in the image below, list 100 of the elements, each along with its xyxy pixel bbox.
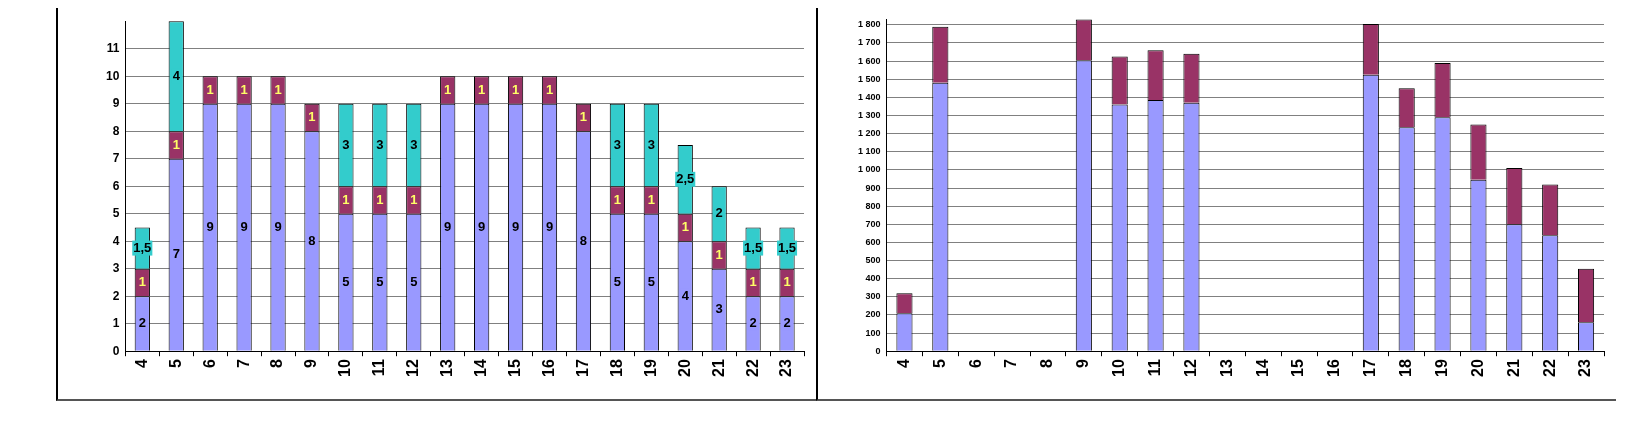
data-label: 9 bbox=[545, 218, 554, 234]
data-label: 9 bbox=[274, 218, 282, 234]
y-tick-label: 10 bbox=[105, 68, 120, 83]
data-label: 1 bbox=[545, 81, 554, 97]
data-label: 5 bbox=[376, 273, 384, 289]
data-label: 1 bbox=[681, 219, 689, 235]
y-tick-label: 4 bbox=[112, 233, 120, 248]
data-label: 5 bbox=[613, 273, 621, 289]
data-label: 3 bbox=[342, 136, 350, 152]
y-tick-label: 1 300 bbox=[857, 109, 881, 120]
data-label: 1 bbox=[511, 81, 520, 97]
data-label: 1 bbox=[138, 274, 146, 290]
y-tick-label: 9 bbox=[112, 96, 120, 111]
y-tick-label: 600 bbox=[865, 236, 881, 247]
data-label: 1 bbox=[647, 191, 655, 207]
data-label: 1 bbox=[410, 191, 418, 207]
x-tick-label: 9 bbox=[1074, 359, 1092, 369]
y-tick-label: 5 bbox=[112, 206, 120, 221]
x-tick-label: 16 bbox=[539, 359, 557, 377]
y-tick-label: 1 700 bbox=[857, 37, 881, 48]
y-tick-label: 0 bbox=[875, 345, 881, 356]
x-tick-label: 16 bbox=[1325, 359, 1343, 377]
data-label: 1 bbox=[783, 274, 791, 290]
data-label: 1 bbox=[613, 191, 621, 207]
data-label: 5 bbox=[342, 273, 350, 289]
x-tick-label: 17 bbox=[573, 359, 591, 377]
x-tick-label: 4 bbox=[894, 359, 912, 369]
data-label: 9 bbox=[444, 218, 452, 234]
x-tick-label: 11 bbox=[370, 359, 388, 377]
data-label: 3 bbox=[647, 136, 655, 152]
data-label: 1 bbox=[206, 81, 214, 97]
y-tick-label: 11 bbox=[106, 41, 120, 56]
data-label: 8 bbox=[579, 232, 588, 248]
y-tick-label: 1 000 bbox=[857, 164, 881, 175]
x-tick-label: 20 bbox=[1468, 359, 1486, 377]
data-label: 5 bbox=[647, 273, 655, 289]
data-label: 1,5 bbox=[744, 239, 763, 255]
y-tick-label: 800 bbox=[865, 200, 881, 211]
x-tick-label: 13 bbox=[1217, 359, 1235, 377]
data-label: 2,5 bbox=[676, 170, 695, 186]
x-tick-label: 6 bbox=[200, 359, 218, 369]
data-label: 1 bbox=[579, 109, 588, 125]
y-tick-label: 500 bbox=[865, 255, 881, 266]
y-tick-label: 2 bbox=[112, 288, 120, 303]
y-tick-label: 1 200 bbox=[857, 128, 881, 139]
data-label: 9 bbox=[206, 218, 214, 234]
y-tick-label: 400 bbox=[865, 273, 881, 284]
data-label: 2 bbox=[783, 315, 791, 331]
x-tick-label: 22 bbox=[743, 359, 761, 377]
x-tick-label: 8 bbox=[1038, 359, 1056, 369]
x-tick-label: 6 bbox=[966, 359, 984, 369]
x-tick-label: 14 bbox=[1253, 359, 1271, 377]
data-label: 4 bbox=[681, 287, 690, 303]
y-tick-label: 300 bbox=[865, 291, 881, 302]
x-tick-label: 9 bbox=[302, 359, 320, 369]
x-tick-label: 8 bbox=[268, 359, 286, 369]
y-tick-label: 1 600 bbox=[857, 55, 881, 66]
data-label: 2 bbox=[715, 205, 723, 221]
data-label: 1 bbox=[478, 81, 486, 97]
data-label: 5 bbox=[410, 273, 418, 289]
data-label: 1,5 bbox=[777, 239, 797, 255]
x-tick-label: 17 bbox=[1361, 359, 1379, 377]
y-tick-label: 200 bbox=[865, 309, 881, 320]
x-tick-label: 12 bbox=[1181, 359, 1199, 377]
y-tick-label: 7 bbox=[112, 151, 120, 166]
y-tick-label: 100 bbox=[865, 327, 881, 338]
x-tick-label: 21 bbox=[709, 359, 727, 377]
x-tick-label: 10 bbox=[336, 359, 354, 377]
x-tick-label: 13 bbox=[438, 359, 456, 377]
data-label: 2 bbox=[749, 315, 757, 331]
x-tick-label: 18 bbox=[1397, 359, 1415, 377]
data-label: 1 bbox=[376, 191, 384, 207]
data-label: 1 bbox=[444, 81, 452, 97]
x-tick-label: 21 bbox=[1504, 359, 1522, 377]
x-tick-label: 15 bbox=[505, 359, 523, 377]
y-tick-label: 1 400 bbox=[857, 91, 881, 102]
y-tick-label: 1 800 bbox=[857, 19, 881, 30]
data-label: 1 bbox=[308, 109, 316, 125]
data-label: 3 bbox=[376, 136, 384, 152]
x-tick-label: 19 bbox=[1432, 359, 1450, 377]
data-label: 1 bbox=[715, 246, 723, 262]
data-label: 3 bbox=[715, 301, 723, 317]
y-tick-label: 3 bbox=[112, 261, 120, 276]
data-label: 9 bbox=[240, 218, 248, 234]
y-tick-label: 1 bbox=[112, 316, 120, 331]
data-label: 1 bbox=[274, 81, 282, 97]
data-label: 9 bbox=[511, 218, 520, 234]
data-label: 1 bbox=[240, 81, 248, 97]
x-tick-label: 22 bbox=[1540, 359, 1558, 377]
y-tick-label: 700 bbox=[865, 218, 881, 229]
y-tick-label: 0 bbox=[112, 343, 120, 358]
data-label: 8 bbox=[308, 232, 316, 248]
x-tick-label: 18 bbox=[607, 359, 625, 377]
data-label: 2 bbox=[138, 315, 146, 331]
data-label: 1 bbox=[172, 136, 180, 152]
data-label: 9 bbox=[478, 218, 486, 234]
data-label: 1,5 bbox=[133, 239, 152, 255]
x-tick-label: 10 bbox=[1110, 359, 1128, 377]
x-tick-label: 12 bbox=[404, 359, 422, 377]
data-label: 3 bbox=[410, 136, 418, 152]
